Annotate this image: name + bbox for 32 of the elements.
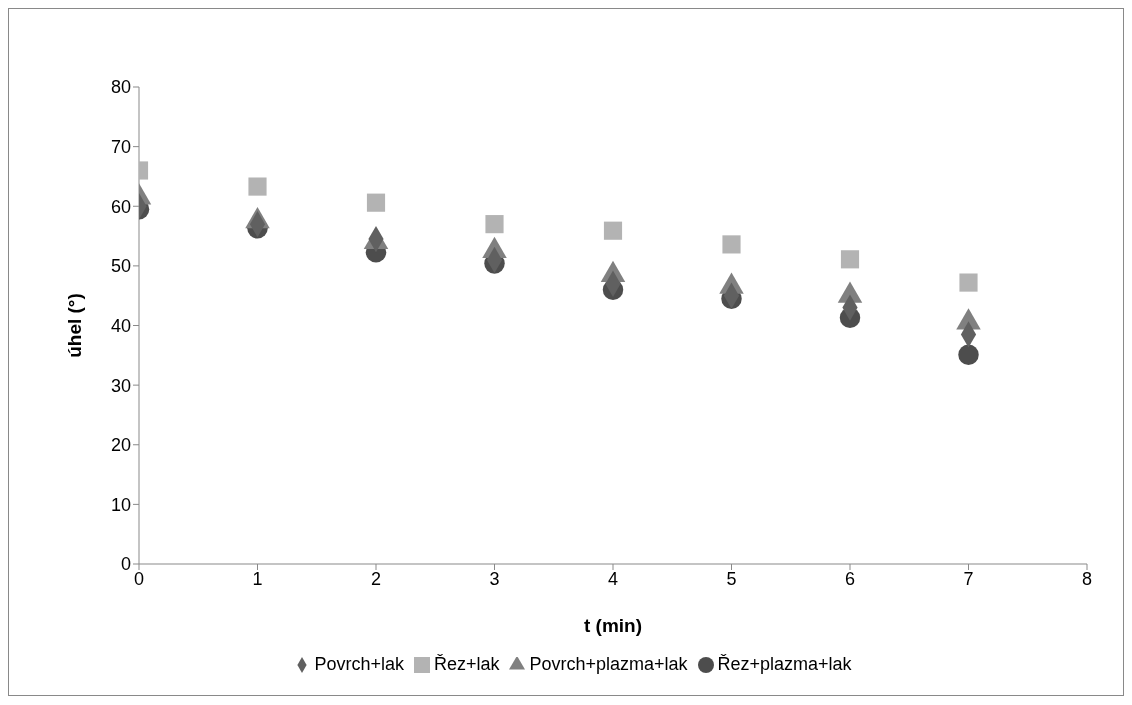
x-tick-label: 3 — [489, 568, 500, 589]
x-tick-label: 8 — [1081, 568, 1093, 589]
legend-label: Řez+plazma+lak — [717, 654, 852, 674]
point — [248, 177, 267, 196]
legend-label: Řez+lak — [433, 654, 500, 674]
point — [603, 221, 623, 240]
x-tick-label: 7 — [963, 568, 974, 589]
y-tick-label: 20 — [110, 435, 131, 456]
point — [959, 273, 978, 292]
point — [722, 235, 741, 254]
legend-label: Povrch+lak — [314, 654, 404, 674]
y-tick-label: 40 — [110, 315, 131, 336]
y-tick-label: 60 — [110, 196, 131, 217]
point — [840, 250, 860, 269]
point — [958, 344, 979, 365]
y-tick-label: 30 — [110, 375, 131, 396]
y-tick-label: 50 — [110, 256, 131, 277]
y-tick-label: 0 — [120, 554, 131, 575]
x-tick-label: 2 — [370, 568, 382, 589]
point — [485, 215, 504, 234]
x-tick-label: 1 — [252, 568, 263, 589]
y-tick-label: 70 — [110, 137, 131, 158]
x-tick-label: 5 — [726, 568, 737, 589]
point — [366, 193, 386, 212]
y-tick-label: 10 — [110, 494, 131, 515]
y-axis-title: úhel (°) — [63, 293, 85, 358]
x-tick-label: 6 — [844, 568, 856, 589]
x-axis-title: t (min) — [583, 615, 643, 636]
legend-label: Povrch+plazma+lak — [529, 654, 688, 674]
y-tick-label: 80 — [110, 77, 131, 98]
x-tick-label: 0 — [133, 568, 145, 589]
x-tick-label: 4 — [607, 568, 619, 589]
